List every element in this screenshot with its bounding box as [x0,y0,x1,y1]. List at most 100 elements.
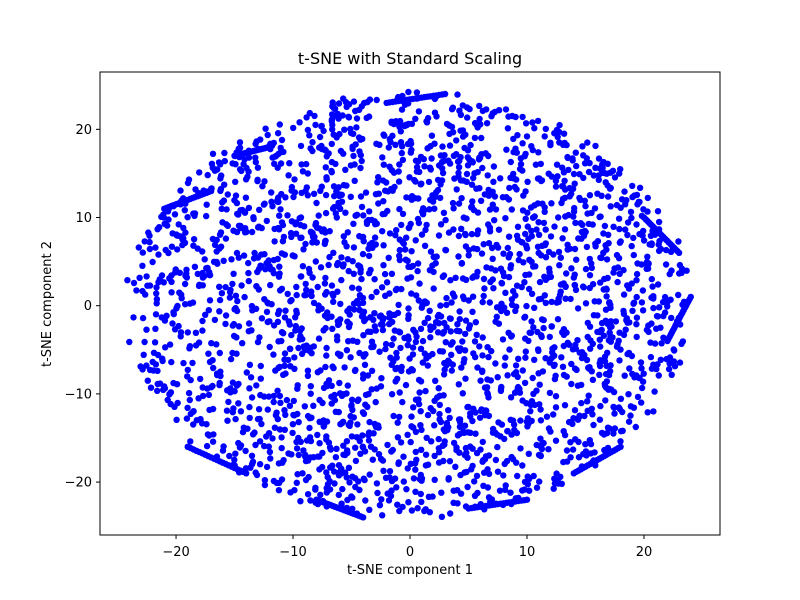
scatter-point [610,403,617,411]
scatter-point [360,332,367,339]
scatter-point [640,237,648,244]
scatter-point [467,413,474,420]
scatter-point [331,192,338,200]
scatter-point [630,251,637,259]
scatter-point [493,431,501,438]
scatter-point [346,479,353,486]
scatter-point [347,193,354,200]
scatter-point [269,435,276,442]
scatter-point [502,215,509,222]
scatter-point [415,195,422,202]
scatter-point [274,164,281,171]
scatter-point [190,408,197,415]
scatter-point [371,323,378,330]
scatter-point [435,232,443,239]
scatter-point [472,319,479,326]
scatter-point [230,270,237,277]
scatter-point [366,208,373,215]
scatter-point [333,214,340,221]
scatter-point [217,175,224,182]
scatter-point [221,157,228,165]
scatter-point [569,185,577,192]
scatter-point [619,427,626,434]
scatter-point [276,121,283,128]
scatter-point [270,398,277,406]
scatter-point [203,212,210,220]
scatter-point [171,403,178,410]
scatter-point [278,136,286,144]
scatter-point [523,496,531,503]
scatter-point [465,297,472,304]
scatter-point [519,397,526,404]
scatter-point [241,156,248,163]
scatter-point [255,406,263,413]
scatter-point [447,510,454,517]
scatter-point [661,293,669,301]
scatter-point [367,314,374,321]
scatter-point [405,120,412,128]
scatter-point [585,392,592,399]
scatter-point [570,213,577,220]
scatter-point [385,254,392,261]
scatter-point [512,145,519,152]
scatter-point [239,428,247,436]
scatter-point [304,491,312,498]
scatter-point [459,390,466,397]
scatter-point [564,154,571,162]
x-axis-ticks: −20 −10 0 10 20 [162,535,652,560]
scatter-point [341,239,348,246]
scatter-point [422,226,429,234]
scatter-point [529,119,536,126]
scatter-point [308,350,315,357]
scatter-point [345,464,353,471]
scatter-point [493,241,500,249]
scatter-point [126,338,133,346]
scatter-point [456,423,464,430]
scatter-point [152,361,160,368]
scatter-point [504,244,511,252]
scatter-point [445,357,452,364]
scatter-point [584,333,591,341]
scatter-point [244,425,251,432]
scatter-point [292,221,299,228]
scatter-point [481,285,488,292]
scatter-point [430,268,437,276]
scatter-point [528,398,536,405]
scatter-point [284,212,291,219]
scatter-point [447,328,454,335]
scatter-point [168,289,175,296]
scatter-point [522,188,529,195]
scatter-point [435,385,442,392]
scatter-point [274,310,282,317]
scatter-point [277,399,284,406]
scatter-point [479,352,486,359]
scatter-point [481,469,488,476]
scatter-point [494,374,501,381]
scatter-point [646,241,653,248]
scatter-point [371,310,378,317]
scatter-point [585,168,593,176]
scatter-point [598,192,605,199]
scatter-point [586,192,594,199]
scatter-point [333,445,340,452]
scatter-point [458,225,465,232]
scatter-point [285,172,292,179]
scatter-point [373,140,380,147]
scatter-point [512,362,520,369]
scatter-point [286,345,294,352]
scatter-point [601,222,609,230]
scatter-point [494,443,501,451]
scatter-point [377,321,385,328]
scatter-point [538,295,545,303]
scatter-point [293,479,300,486]
scatter-point [235,439,242,447]
scatter-point [281,350,289,357]
scatter-point [309,139,316,146]
scatter-point [146,366,154,374]
scatter-point [296,336,303,343]
scatter-point [135,244,142,251]
scatter-point [657,356,664,363]
scatter-point [488,244,496,252]
scatter-point [451,175,458,182]
scatter-point [446,160,454,167]
